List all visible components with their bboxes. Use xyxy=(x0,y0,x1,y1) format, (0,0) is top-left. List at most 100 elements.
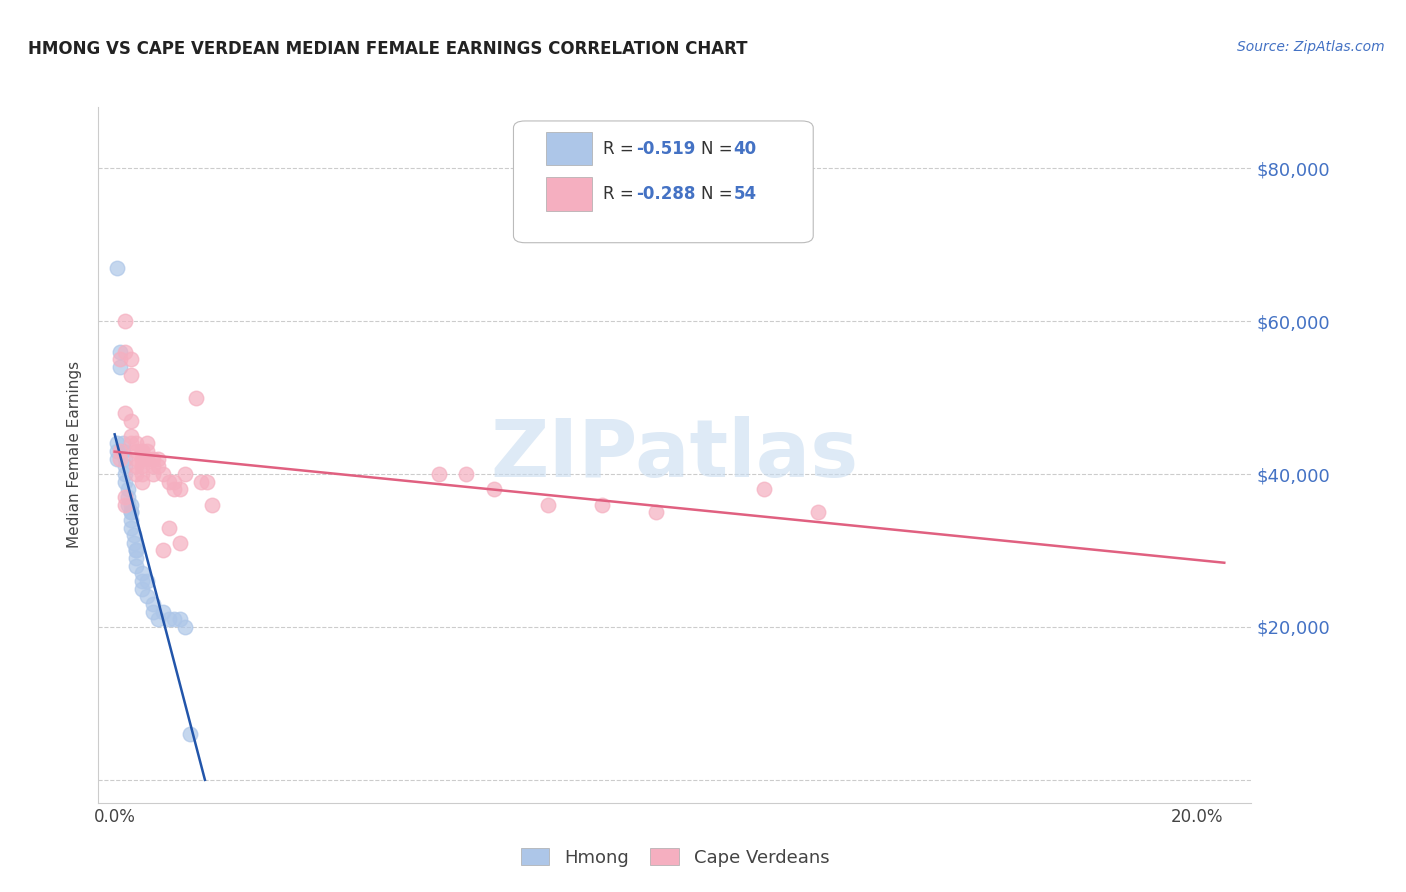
Point xyxy=(136,590,159,604)
Point xyxy=(120,505,142,519)
Point xyxy=(120,436,142,450)
Point xyxy=(131,574,153,588)
Point xyxy=(152,467,174,481)
Point xyxy=(141,459,163,474)
Text: 40: 40 xyxy=(734,140,756,158)
Point xyxy=(125,436,148,450)
Point xyxy=(146,459,169,474)
Point xyxy=(131,459,153,474)
Point xyxy=(114,451,136,466)
Point xyxy=(125,444,148,458)
Point xyxy=(131,444,153,458)
Point xyxy=(807,505,830,519)
Point xyxy=(120,352,142,367)
FancyBboxPatch shape xyxy=(513,121,813,243)
Point xyxy=(131,467,153,481)
Point xyxy=(141,605,163,619)
Point xyxy=(136,444,159,458)
Point xyxy=(114,467,136,481)
Point xyxy=(136,436,159,450)
Point xyxy=(114,498,136,512)
Point xyxy=(111,444,134,458)
Text: R =: R = xyxy=(603,140,640,158)
Point xyxy=(122,528,145,542)
Point xyxy=(125,459,148,474)
Point xyxy=(111,436,134,450)
Point xyxy=(456,467,478,481)
Y-axis label: Median Female Earnings: Median Female Earnings xyxy=(67,361,83,549)
Point xyxy=(157,612,180,626)
Point xyxy=(146,451,169,466)
Point xyxy=(122,536,145,550)
Point xyxy=(108,451,131,466)
Point xyxy=(136,574,159,588)
Point xyxy=(754,483,776,497)
Point xyxy=(152,605,174,619)
Point xyxy=(108,359,131,374)
Point xyxy=(141,467,163,481)
Point xyxy=(179,727,201,741)
Point xyxy=(120,498,142,512)
Point xyxy=(114,314,136,328)
Point xyxy=(117,483,139,497)
Text: HMONG VS CAPE VERDEAN MEDIAN FEMALE EARNINGS CORRELATION CHART: HMONG VS CAPE VERDEAN MEDIAN FEMALE EARN… xyxy=(28,40,748,58)
Point xyxy=(114,475,136,489)
Point xyxy=(125,467,148,481)
Text: Source: ZipAtlas.com: Source: ZipAtlas.com xyxy=(1237,40,1385,54)
FancyBboxPatch shape xyxy=(546,178,592,211)
Point xyxy=(537,498,560,512)
Point xyxy=(105,444,128,458)
Text: N =: N = xyxy=(702,185,738,203)
Point xyxy=(482,483,505,497)
Point xyxy=(114,490,136,504)
Point xyxy=(105,451,128,466)
Point xyxy=(136,451,159,466)
Point xyxy=(114,406,136,420)
FancyBboxPatch shape xyxy=(546,132,592,166)
Point xyxy=(131,582,153,596)
Point xyxy=(105,436,128,450)
Point xyxy=(108,444,131,458)
Point xyxy=(201,498,224,512)
Point xyxy=(157,475,180,489)
Point xyxy=(131,566,153,581)
Point xyxy=(157,520,180,534)
Point xyxy=(141,451,163,466)
Point xyxy=(174,620,197,634)
Point xyxy=(120,505,142,519)
Point xyxy=(125,543,148,558)
Point xyxy=(163,483,186,497)
Point xyxy=(169,536,191,550)
Point xyxy=(163,612,186,626)
Point xyxy=(117,498,139,512)
Point xyxy=(141,597,163,611)
Point xyxy=(120,520,142,534)
Point xyxy=(114,344,136,359)
Point xyxy=(163,475,186,489)
Point xyxy=(108,352,131,367)
Point xyxy=(125,543,148,558)
Text: N =: N = xyxy=(702,140,738,158)
Point xyxy=(195,475,218,489)
Point xyxy=(152,543,174,558)
Text: R =: R = xyxy=(603,185,640,203)
Point xyxy=(169,483,191,497)
Point xyxy=(169,612,191,626)
Text: ZIPatlas: ZIPatlas xyxy=(491,416,859,494)
Point xyxy=(591,498,613,512)
Point xyxy=(117,490,139,504)
Point xyxy=(120,368,142,382)
Point xyxy=(136,451,159,466)
Point xyxy=(105,260,128,275)
Point xyxy=(108,344,131,359)
Point xyxy=(429,467,451,481)
Point xyxy=(120,429,142,443)
Point xyxy=(120,413,142,427)
Point xyxy=(645,505,668,519)
Point xyxy=(120,513,142,527)
Text: -0.288: -0.288 xyxy=(636,185,695,203)
Point xyxy=(174,467,197,481)
Point xyxy=(125,551,148,566)
Point xyxy=(190,475,212,489)
Text: -0.519: -0.519 xyxy=(636,140,695,158)
